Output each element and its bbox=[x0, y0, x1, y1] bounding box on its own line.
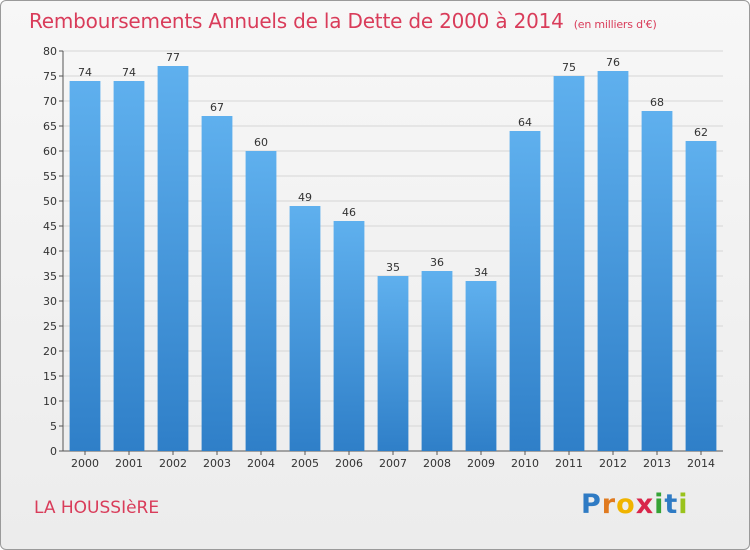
x-tick-label-2013: 2013 bbox=[643, 457, 671, 470]
chart-subtitle: (en milliers d'€) bbox=[573, 18, 657, 31]
bar-2002 bbox=[157, 66, 189, 451]
y-tick-label: 45 bbox=[43, 220, 57, 233]
data-label-2014: 62 bbox=[694, 126, 708, 139]
chart-title: Remboursements Annuels de la Dette de 20… bbox=[29, 9, 657, 33]
y-tick-label: 30 bbox=[43, 295, 57, 308]
bar-2009 bbox=[465, 281, 497, 451]
x-tick-label-2008: 2008 bbox=[423, 457, 451, 470]
x-tick-label-2009: 2009 bbox=[467, 457, 495, 470]
y-tick-label: 35 bbox=[43, 270, 57, 283]
logo-letter: i bbox=[678, 489, 689, 520]
bar-2004 bbox=[245, 151, 277, 451]
data-label-2009: 34 bbox=[474, 266, 488, 279]
bar-2000 bbox=[69, 81, 101, 451]
data-label-2001: 74 bbox=[122, 66, 136, 79]
bar-2011 bbox=[553, 76, 585, 451]
y-tick-label: 10 bbox=[43, 395, 57, 408]
x-tick-label-2004: 2004 bbox=[247, 457, 275, 470]
bar-2003 bbox=[201, 116, 233, 451]
data-label-2005: 49 bbox=[298, 191, 312, 204]
logo-letter: i bbox=[654, 489, 665, 520]
logo-letter: x bbox=[635, 489, 655, 520]
x-tick-label-2007: 2007 bbox=[379, 457, 407, 470]
data-label-2007: 35 bbox=[386, 261, 400, 274]
y-tick-label: 55 bbox=[43, 170, 57, 183]
logo-letter: r bbox=[601, 489, 617, 520]
x-tick-label-2014: 2014 bbox=[687, 457, 715, 470]
data-label-2002: 77 bbox=[166, 51, 180, 64]
x-tick-label-2010: 2010 bbox=[511, 457, 539, 470]
y-tick-label: 40 bbox=[43, 245, 57, 258]
x-tick-label-2001: 2001 bbox=[115, 457, 143, 470]
bar-2013 bbox=[641, 111, 673, 451]
x-tick-label-2002: 2002 bbox=[159, 457, 187, 470]
data-label-2010: 64 bbox=[518, 116, 532, 129]
bar-2001 bbox=[113, 81, 145, 451]
y-tick-label: 5 bbox=[50, 420, 57, 433]
bar-2014 bbox=[685, 141, 717, 451]
proxiti-logo: Proxiti bbox=[581, 489, 689, 520]
data-label-2004: 60 bbox=[254, 136, 268, 149]
logo-letter: o bbox=[616, 489, 636, 520]
title-text: Remboursements Annuels de la Dette de 20… bbox=[29, 9, 564, 33]
x-tick-label-2005: 2005 bbox=[291, 457, 319, 470]
x-tick-label-2012: 2012 bbox=[599, 457, 627, 470]
y-tick-label: 60 bbox=[43, 145, 57, 158]
data-label-2011: 75 bbox=[562, 61, 576, 74]
data-label-2012: 76 bbox=[606, 56, 620, 69]
y-tick-label: 15 bbox=[43, 370, 57, 383]
data-label-2006: 46 bbox=[342, 206, 356, 219]
x-tick-label-2006: 2006 bbox=[335, 457, 363, 470]
commune-name: LA HOUSSIèRE bbox=[34, 498, 160, 518]
axes: 0 5 10 15 20 25 30 35 40 45 50 55 60 65 70 75 80 2000 2001… bbox=[43, 45, 723, 470]
bar-2010 bbox=[509, 131, 541, 451]
data-label-2000: 74 bbox=[78, 66, 92, 79]
x-tick-label-2000: 2000 bbox=[71, 457, 99, 470]
bars: 74 74 77 67 60 49 46 35 36 34 64 75 76 68 62 bbox=[69, 51, 717, 451]
data-label-2008: 36 bbox=[430, 256, 444, 269]
y-tick-label: 70 bbox=[43, 95, 57, 108]
bar-2006 bbox=[333, 221, 365, 451]
y-tick-label: 50 bbox=[43, 195, 57, 208]
x-tick-label-2003: 2003 bbox=[203, 457, 231, 470]
data-label-2003: 67 bbox=[210, 101, 224, 114]
y-tick-label: 65 bbox=[43, 120, 57, 133]
y-tick-label: 80 bbox=[43, 45, 57, 58]
bar-2005 bbox=[289, 206, 321, 451]
y-tick-label: 25 bbox=[43, 320, 57, 333]
y-tick-label: 20 bbox=[43, 345, 57, 358]
data-label-2013: 68 bbox=[650, 96, 664, 109]
y-tick-label: 75 bbox=[43, 70, 57, 83]
logo-letter: P bbox=[581, 489, 602, 520]
logo-letter: t bbox=[664, 489, 679, 520]
bar-2008 bbox=[421, 271, 453, 451]
x-tick-label-2011: 2011 bbox=[555, 457, 583, 470]
bar-2012 bbox=[597, 71, 629, 451]
y-tick-label: 0 bbox=[50, 445, 57, 458]
bar-2007 bbox=[377, 276, 409, 451]
